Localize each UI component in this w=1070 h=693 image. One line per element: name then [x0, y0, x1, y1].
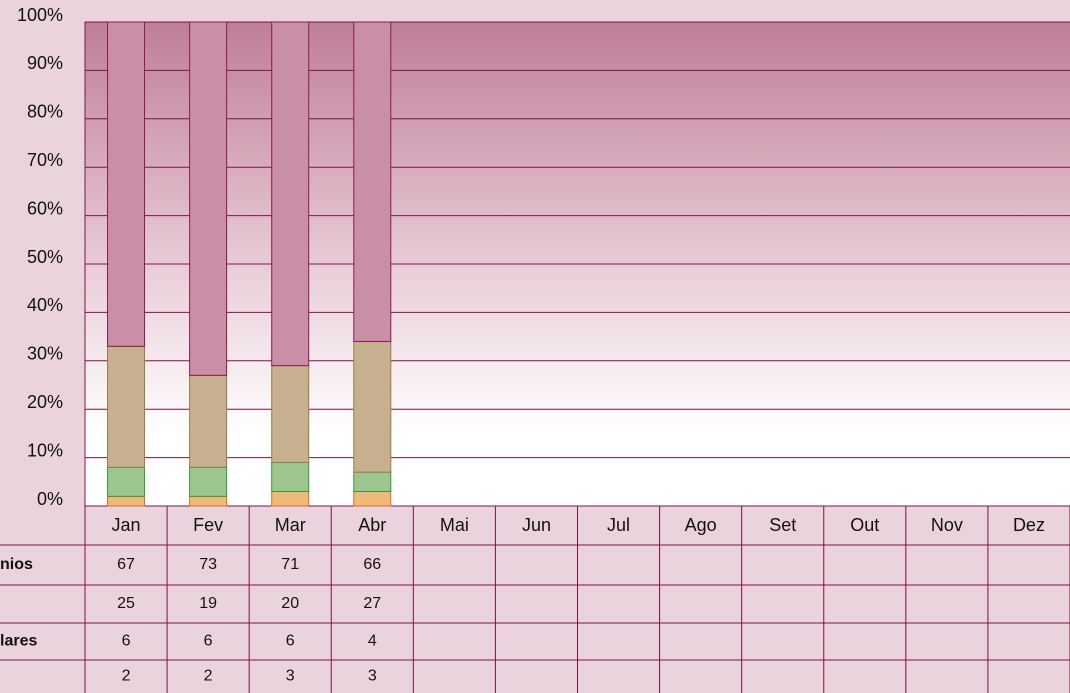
y-tick-label: 100% — [17, 5, 63, 25]
y-tick-label: 80% — [27, 102, 63, 122]
table-value: 6 — [286, 633, 295, 650]
y-tick-label: 10% — [27, 440, 63, 460]
bar-segment — [353, 490, 392, 507]
table-value: 2 — [122, 668, 131, 685]
y-tick-label: 40% — [27, 295, 63, 315]
table-value: 73 — [199, 556, 217, 573]
legend-label: lares — [0, 633, 37, 650]
x-tick-label: Jan — [112, 515, 141, 535]
bar-segment — [271, 490, 310, 507]
bar-segment — [189, 495, 228, 507]
y-tick-label: 70% — [27, 150, 63, 170]
x-tick-label: Fev — [193, 515, 223, 535]
y-tick-label: 30% — [27, 344, 63, 364]
x-tick-label: Out — [850, 515, 879, 535]
x-tick-label: Jul — [607, 515, 630, 535]
bar-segment — [107, 21, 146, 347]
bar-segment — [189, 466, 228, 497]
y-tick-label: 0% — [37, 489, 63, 509]
x-tick-label: Set — [769, 515, 796, 535]
x-tick-label: Mai — [440, 515, 469, 535]
bar-segment — [353, 21, 392, 342]
bar-segment — [353, 471, 392, 492]
bar-segment — [271, 461, 310, 492]
table-value: 4 — [368, 633, 377, 650]
table-value: 20 — [281, 595, 299, 612]
x-tick-label: Ago — [685, 515, 717, 535]
y-tick-label: 20% — [27, 392, 63, 412]
x-tick-label: Jun — [522, 515, 551, 535]
bar-segment — [353, 340, 392, 473]
bar-segment — [189, 21, 228, 376]
table-value: 71 — [281, 556, 299, 573]
bar-segment — [271, 21, 310, 367]
table-value: 3 — [286, 668, 295, 685]
table-value: 19 — [199, 595, 217, 612]
x-tick-label: Mar — [275, 515, 306, 535]
x-tick-label: Abr — [358, 515, 386, 535]
bar-segment — [107, 345, 146, 468]
bar-segment — [107, 466, 146, 497]
bar-segment — [189, 374, 228, 468]
table-value: 2 — [204, 668, 213, 685]
x-tick-label: Dez — [1013, 515, 1045, 535]
x-tick-label: Nov — [931, 515, 963, 535]
table-value: 66 — [363, 556, 381, 573]
bar-segment — [107, 495, 146, 507]
y-tick-label: 90% — [27, 53, 63, 73]
bar-segment — [271, 365, 310, 463]
table-value: 67 — [117, 556, 135, 573]
table-value: 6 — [204, 633, 213, 650]
table-value: 3 — [368, 668, 377, 685]
table-value: 27 — [363, 595, 381, 612]
legend-label: nios — [0, 556, 33, 573]
table-value: 6 — [122, 633, 131, 650]
table-value: 25 — [117, 595, 135, 612]
y-tick-label: 60% — [27, 198, 63, 218]
y-tick-label: 50% — [27, 247, 63, 267]
